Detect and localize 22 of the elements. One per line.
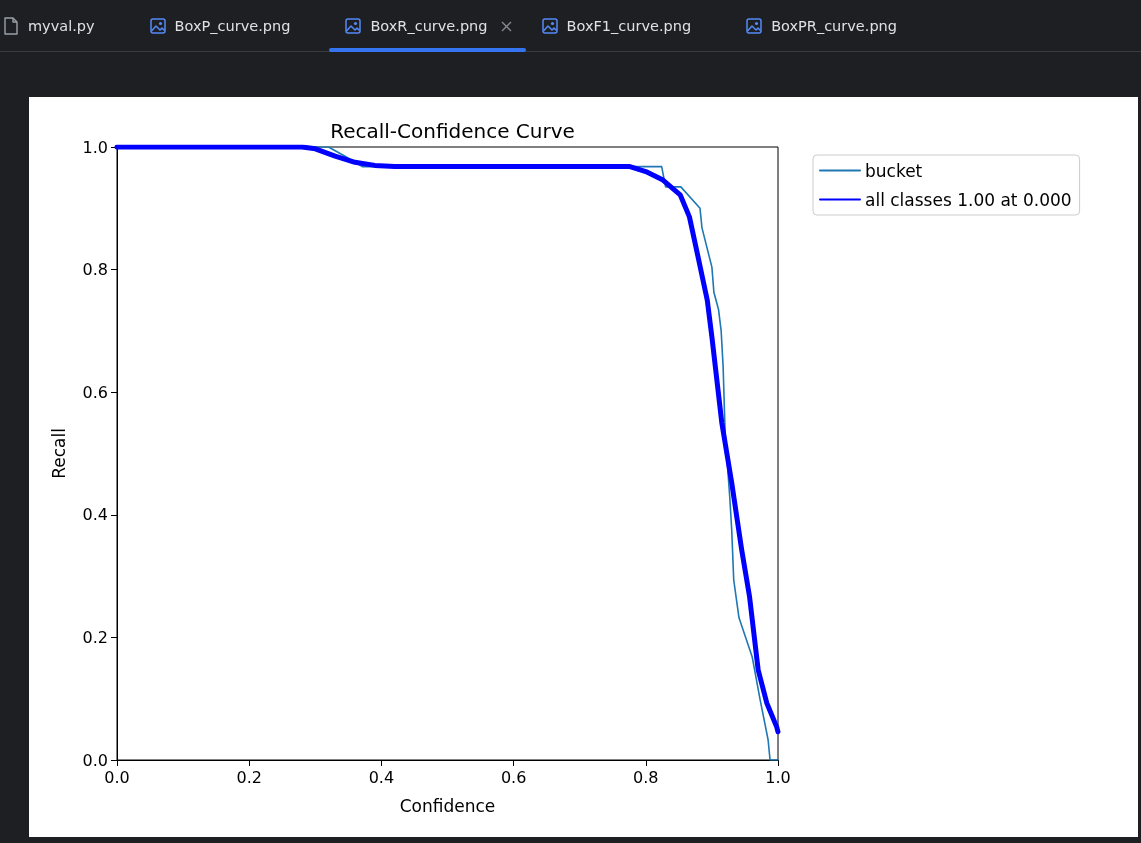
y-axis-title: Recall bbox=[48, 428, 69, 479]
text: BoxF1_curve.png bbox=[566, 18, 692, 34]
text: BoxP_curve.png bbox=[174, 18, 291, 34]
text: myval.py bbox=[28, 18, 95, 34]
x-tick-label: 1.0 bbox=[765, 767, 791, 787]
x-tick-label: 0.8 bbox=[633, 767, 659, 787]
y-tick-label: 0.0 bbox=[82, 750, 108, 770]
y-tick-label: 0.8 bbox=[82, 260, 108, 280]
y-tick-label: 1.0 bbox=[82, 137, 108, 157]
x-axis-title: Confidence bbox=[399, 795, 496, 816]
x-tick-label: 0.4 bbox=[368, 767, 395, 787]
y-tick-label: 0.2 bbox=[82, 627, 108, 647]
x-tick-label: 0.2 bbox=[236, 767, 262, 787]
x-tick-label: 0.6 bbox=[500, 767, 527, 787]
text: BoxPR_curve.png bbox=[771, 18, 897, 34]
legend-label: all classes 1.00 at 0.000 bbox=[865, 189, 1072, 210]
y-tick-label: 0.6 bbox=[82, 382, 108, 402]
text: BoxR_curve.png bbox=[370, 18, 488, 34]
chart-title: Recall-Confidence Curve bbox=[330, 119, 575, 143]
x-tick-label: 0.0 bbox=[104, 767, 130, 787]
legend-label: bucket bbox=[865, 160, 923, 181]
y-tick-label: 0.4 bbox=[82, 505, 108, 525]
